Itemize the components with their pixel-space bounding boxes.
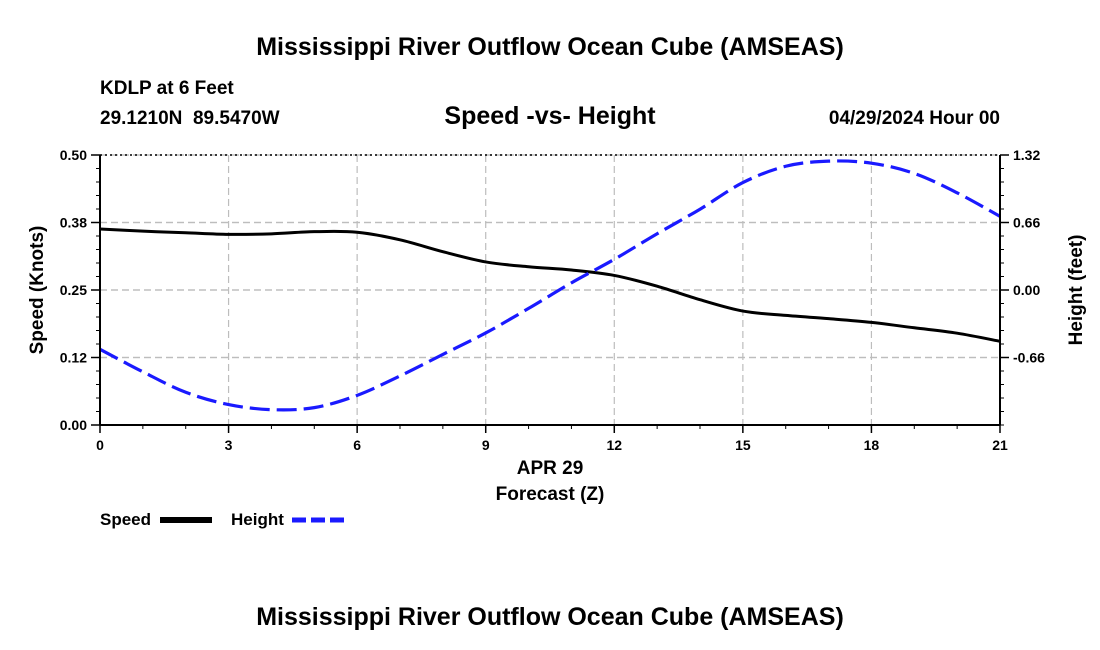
series-line-height (99, 159, 1001, 412)
legend: Speed Height (100, 510, 344, 529)
y-left-tick-label-3: 0.38 (60, 215, 87, 231)
x-tick-label-21: 21 (992, 437, 1008, 453)
series-lines (99, 159, 1001, 412)
datetime-label: 04/29/2024 Hour 00 (829, 108, 1000, 129)
x-axis-date-label: APR 29 (517, 458, 584, 479)
chart-title: Mississippi River Outflow Ocean Cube (AM… (256, 33, 844, 61)
y-right-tick-label-0: -0.66 (1013, 350, 1045, 366)
y-right-tick-label-1: 0.00 (1013, 282, 1040, 298)
y-left-tick-label-0: 0.00 (60, 417, 87, 433)
y-axis-right-label: Height (feet) (1066, 235, 1087, 346)
x-tick-label-6: 6 (353, 437, 361, 453)
x-tick-label-12: 12 (606, 437, 622, 453)
grid-lines (100, 154, 1000, 426)
x-tick-label-15: 15 (735, 437, 751, 453)
coordinates-label: 29.1210N 89.5470W (100, 108, 280, 129)
legend-label-height: Height (231, 510, 284, 529)
y-left-tick-label-1: 0.12 (60, 350, 87, 366)
x-tick-label-0: 0 (96, 437, 104, 453)
y-right-tick-label-2: 0.66 (1013, 215, 1040, 231)
x-axis-label: Forecast (Z) (496, 484, 605, 505)
footer-title: Mississippi River Outflow Ocean Cube (AM… (256, 603, 844, 631)
y-axis-left-label: Speed (Knots) (27, 226, 48, 355)
series-line-speed (99, 227, 1001, 343)
x-tick-label-18: 18 (864, 437, 880, 453)
y-right-tick-label-3: 1.32 (1013, 147, 1040, 163)
axis-ticks: 0 3 6 9 12 15 18 21 0.00 0.12 0.25 0.38 0.50 -0.66 0.0… (60, 147, 1045, 453)
x-tick-label-9: 9 (482, 437, 490, 453)
legend-label-speed: Speed (100, 510, 151, 529)
station-label: KDLP at 6 Feet (100, 78, 234, 99)
chart-subtitle: Speed -vs- Height (444, 102, 656, 130)
x-tick-label-3: 3 (225, 437, 233, 453)
y-left-tick-label-4: 0.50 (60, 147, 87, 163)
y-left-tick-label-2: 0.25 (60, 282, 87, 298)
